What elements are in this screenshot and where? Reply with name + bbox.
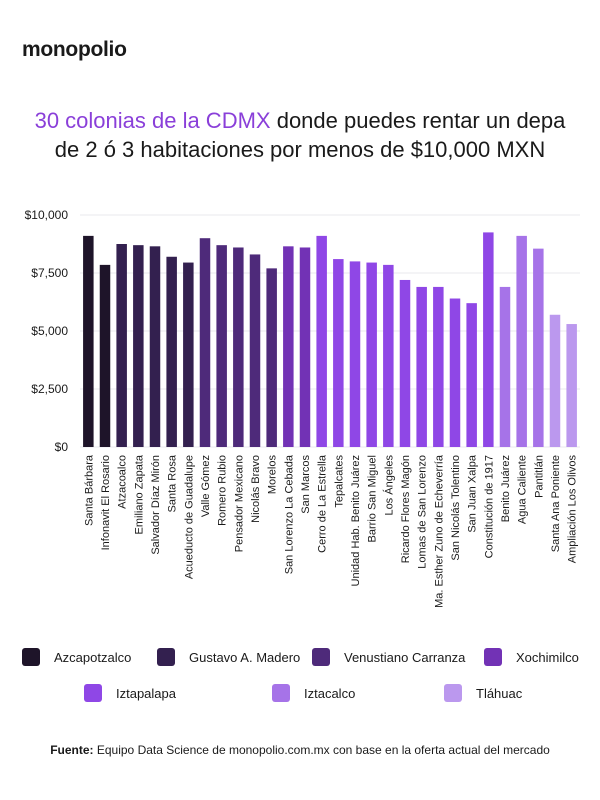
- bar: [133, 245, 144, 447]
- legend-swatch: [84, 684, 102, 702]
- y-tick-label: $10,000: [25, 208, 69, 222]
- bar: [199, 238, 211, 447]
- bar: [516, 235, 527, 447]
- x-tick-label: Santa Bárbara: [83, 454, 95, 526]
- legend-item: Gustavo A. Madero: [157, 648, 300, 666]
- source-label: Fuente:: [50, 743, 94, 757]
- page-title: 30 colonias de la CDMX donde puedes rent…: [0, 106, 600, 164]
- x-tick-label: Salvador Díaz Mirón: [150, 455, 162, 555]
- x-tick-label: San Nicolás Tolentino: [450, 455, 462, 561]
- x-tick-label: Agua Caliente: [517, 455, 529, 524]
- bar-chart: $0 $2,500 $5,000 $7,500 $10,000 Santa Bárbara…: [25, 208, 580, 608]
- x-tick-label: Ampliación Los Olivos: [567, 455, 579, 564]
- bar: [533, 248, 544, 447]
- legend-swatch: [444, 684, 462, 702]
- x-tick-label: Romero Rubio: [217, 455, 229, 526]
- x-tick-label: San Marcos: [300, 455, 312, 514]
- legend-swatch: [312, 648, 330, 666]
- x-tick-label: Infonavit El Rosario: [100, 455, 112, 550]
- x-tick-label: Morelos: [267, 455, 279, 495]
- x-tick-label: Ma. Esther Zuno de Echeverría: [433, 454, 445, 608]
- x-tick-label: Los Ángeles: [382, 455, 395, 516]
- x-tick-label: Santa Ana Poniente: [550, 455, 562, 552]
- source-note: Fuente: Equipo Data Science de monopolio…: [0, 743, 600, 757]
- legend-item: Venustiano Carranza: [312, 648, 465, 666]
- title-line2: de 2 ó 3 habitaciones por menos de $10,0…: [54, 137, 546, 162]
- x-tick-label: Nicolás Bravo: [250, 455, 262, 523]
- title-accent: 30 colonias de la CDMX: [34, 108, 271, 133]
- bar: [466, 303, 477, 447]
- bar: [99, 264, 111, 447]
- bar: [499, 286, 511, 447]
- brand-logo: monopolio: [22, 38, 127, 61]
- bar: [433, 286, 444, 447]
- bar: [299, 247, 311, 447]
- x-tick-label: Tepalcates: [333, 455, 345, 508]
- bar: [549, 314, 561, 447]
- bar: [116, 244, 127, 447]
- x-tick-label: Atzacoalco: [117, 455, 129, 509]
- bar: [566, 324, 577, 447]
- bar: [166, 256, 177, 447]
- legend-swatch: [22, 648, 40, 666]
- x-tick-label: Acueducto de Guadalupe: [183, 455, 195, 579]
- legend-swatch: [484, 648, 502, 666]
- legend-label: Azcapotzalco: [54, 649, 132, 665]
- bar: [399, 279, 411, 447]
- bar: [149, 246, 161, 447]
- x-tick-label: San Juan Xalpa: [467, 454, 479, 533]
- legend-label: Iztacalco: [304, 685, 356, 701]
- source-text: Equipo Data Science de monopolio.com.mx …: [93, 743, 550, 757]
- bar: [383, 264, 394, 447]
- legend-label: Venustiano Carranza: [344, 649, 466, 665]
- x-tick-label: Lomas de San Lorenzo: [417, 455, 429, 569]
- bar: [333, 259, 344, 447]
- title-rest-line1: donde puedes rentar un depa: [270, 108, 566, 133]
- x-tick-label: Unidad Hab. Benito Juárez: [350, 455, 362, 586]
- bar: [283, 246, 294, 447]
- legend-label: Xochimilco: [516, 649, 579, 665]
- bar: [233, 247, 244, 447]
- bar: [449, 298, 461, 447]
- bar: [216, 245, 227, 447]
- x-tick-label: Benito Juárez: [500, 455, 512, 522]
- bar: [349, 261, 361, 447]
- x-tick-label: Emiliano Zapata: [133, 454, 145, 534]
- x-tick-label: Valle Gómez: [200, 455, 212, 517]
- y-tick-label: $0: [55, 440, 69, 454]
- bar: [183, 262, 194, 447]
- y-tick-label: $2,500: [31, 382, 68, 396]
- x-tick-label: Santa Rosa: [167, 454, 179, 512]
- bar: [266, 268, 277, 447]
- legend-label: Iztapalapa: [116, 685, 176, 701]
- legend-label: Tláhuac: [476, 685, 523, 701]
- legend-item: Azcapotzalco: [22, 648, 131, 666]
- x-tick-label: Barrio San Miguel: [367, 455, 379, 542]
- bar: [249, 254, 261, 447]
- x-tick-label: Ricardo Flores Magón: [400, 455, 412, 563]
- bar: [483, 232, 494, 447]
- legend-label: Gustavo A. Madero: [189, 649, 301, 665]
- bar: [316, 235, 327, 447]
- x-tick-label: Pensador Mexicano: [233, 455, 245, 552]
- legend-swatch: [272, 684, 290, 702]
- bar: [83, 235, 94, 447]
- x-tick-label: Constitución de 1917: [483, 455, 495, 558]
- y-tick-label: $5,000: [31, 324, 68, 338]
- legend-item: Iztacalco: [272, 684, 355, 702]
- y-tick-label: $7,500: [31, 266, 68, 280]
- bar: [416, 286, 427, 447]
- bar: [366, 262, 377, 447]
- x-tick-label: San Lorenzo La Cebada: [283, 454, 295, 574]
- x-tick-label: Cerro de La Estrella: [317, 454, 329, 553]
- x-tick-label: Pantitlán: [533, 455, 545, 498]
- legend-item: Iztapalapa: [84, 684, 176, 702]
- legend-item: Xochimilco: [484, 648, 579, 666]
- legend-item: Tláhuac: [444, 684, 522, 702]
- legend-swatch: [157, 648, 175, 666]
